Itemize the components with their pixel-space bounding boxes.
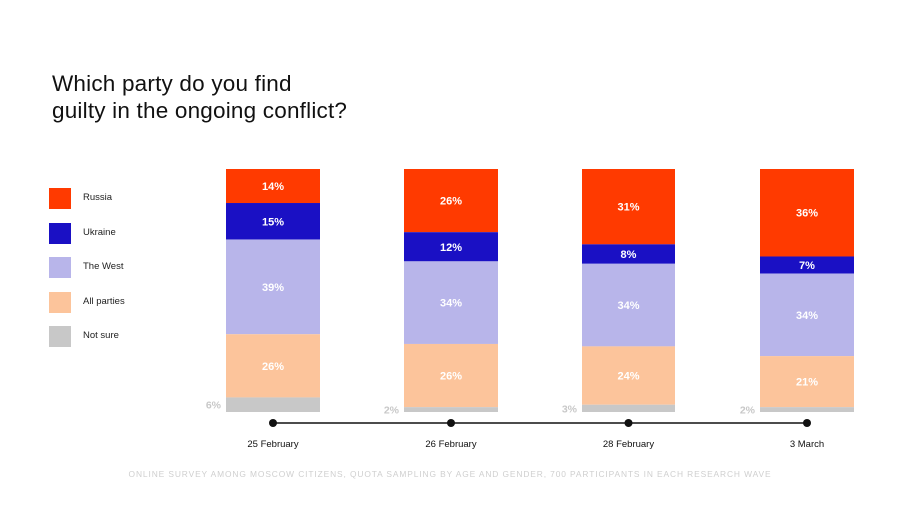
bar-segment-the-west-28-february xyxy=(582,263,675,347)
data-label-russia-26-february: 26% xyxy=(440,196,462,208)
bar-segment-the-west-3-march xyxy=(760,273,854,357)
bar-segment-ukraine-28-february xyxy=(582,244,675,264)
legend-swatch-the-west xyxy=(49,257,71,278)
data-label-not-sure-26-february: 2% xyxy=(384,405,400,417)
bar-segment-all-parties-25-february xyxy=(226,334,320,398)
footnote: ONLINE SURVEY AMONG MOSCOW CITIZENS, QUO… xyxy=(128,469,772,479)
data-label-ukraine-26-february: 12% xyxy=(440,242,462,254)
data-label-the-west-3-march: 34% xyxy=(796,310,818,322)
data-label-russia-28-february: 31% xyxy=(617,202,639,214)
x-tick-label-28-february: 28 February xyxy=(603,439,654,450)
bar-segment-the-west-25-february xyxy=(226,239,320,335)
chart-title: Which party do you find guilty in the on… xyxy=(52,70,347,124)
x-tick-label-25-february: 25 February xyxy=(247,439,298,450)
legend-item-russia: Russia xyxy=(49,188,189,210)
timeline-dot-25-february xyxy=(269,419,277,427)
data-label-all-parties-25-february: 26% xyxy=(262,361,284,373)
bar-segment-the-west-26-february xyxy=(404,261,498,344)
bar-segment-not-sure-28-february xyxy=(582,404,675,412)
data-label-not-sure-28-february: 3% xyxy=(562,403,578,415)
data-label-not-sure-25-february: 6% xyxy=(206,400,222,412)
legend-swatch-ukraine xyxy=(49,222,71,244)
bar-segment-all-parties-26-february xyxy=(404,343,498,408)
bar-segment-ukraine-25-february xyxy=(226,203,320,240)
bar-segment-russia-26-february xyxy=(404,169,498,233)
x-tick-label-3-march: 3 March xyxy=(790,439,824,450)
bar-segment-ukraine-26-february xyxy=(404,232,498,262)
bar-segment-all-parties-3-march xyxy=(760,356,854,408)
x-tick-label-26-february: 26 February xyxy=(425,439,476,450)
bar-segment-russia-28-february xyxy=(582,169,675,245)
data-label-not-sure-3-march: 2% xyxy=(740,405,756,417)
timeline-dot-26-february xyxy=(447,419,455,427)
data-label-the-west-25-february: 39% xyxy=(262,282,284,294)
legend-swatch-russia xyxy=(49,188,71,209)
legend-label-russia: Russia xyxy=(83,192,113,203)
legend-label-all-parties: All parties xyxy=(83,295,125,307)
bar-segment-russia-3-march xyxy=(760,169,854,257)
data-label-all-parties-28-february: 24% xyxy=(617,371,639,383)
bar-segment-not-sure-26-february xyxy=(404,407,498,412)
chart-title-line-1: Which party do you find xyxy=(52,71,292,96)
legend-label-the-west: The West xyxy=(83,261,124,272)
legend-swatch-not-sure xyxy=(49,326,71,347)
legend-swatch-all-parties xyxy=(49,291,71,313)
data-label-the-west-28-february: 34% xyxy=(617,300,639,312)
data-label-ukraine-3-march: 7% xyxy=(799,260,815,272)
data-label-all-parties-26-february: 26% xyxy=(440,371,462,383)
data-label-the-west-26-february: 34% xyxy=(440,298,462,310)
legend-item-the-west: The West xyxy=(49,257,189,279)
legend-item-all-parties: All parties xyxy=(49,291,189,314)
bar-segment-not-sure-25-february xyxy=(226,397,320,412)
legend-label-ukraine: Ukraine xyxy=(83,226,116,238)
data-label-ukraine-25-february: 15% xyxy=(262,216,284,228)
bar-segment-all-parties-28-february xyxy=(582,346,675,405)
data-label-all-parties-3-march: 21% xyxy=(796,377,818,389)
data-label-russia-25-february: 14% xyxy=(262,181,284,193)
timeline-dot-28-february xyxy=(624,419,633,427)
legend-label-not-sure: Not sure xyxy=(83,330,119,341)
timeline-dot-3-march xyxy=(803,419,811,427)
legend-item-ukraine: Ukraine xyxy=(49,222,189,245)
data-label-ukraine-28-february: 8% xyxy=(621,249,637,261)
bar-segment-ukraine-3-march xyxy=(760,256,854,274)
data-label-russia-3-march: 36% xyxy=(796,208,818,220)
bar-segment-not-sure-3-march xyxy=(760,407,854,412)
bar-segment-russia-25-february xyxy=(226,169,320,204)
chart-title-line-2: guilty in the ongoing conflict? xyxy=(52,98,348,123)
legend-item-not-sure: Not sure xyxy=(49,326,189,348)
